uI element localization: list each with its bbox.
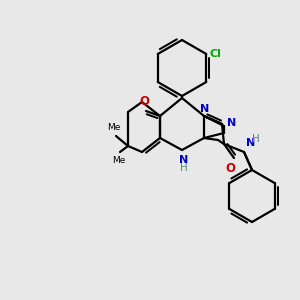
Text: N: N [246,138,255,148]
Text: O: O [225,162,235,175]
Text: N: N [200,104,210,114]
Text: Cl: Cl [209,49,221,59]
Text: N: N [179,155,189,165]
Text: Me: Me [107,123,121,132]
Text: Me: Me [112,156,126,165]
Text: N: N [227,118,236,128]
Text: H: H [252,134,260,144]
Text: O: O [139,95,149,108]
Text: H: H [180,163,188,173]
